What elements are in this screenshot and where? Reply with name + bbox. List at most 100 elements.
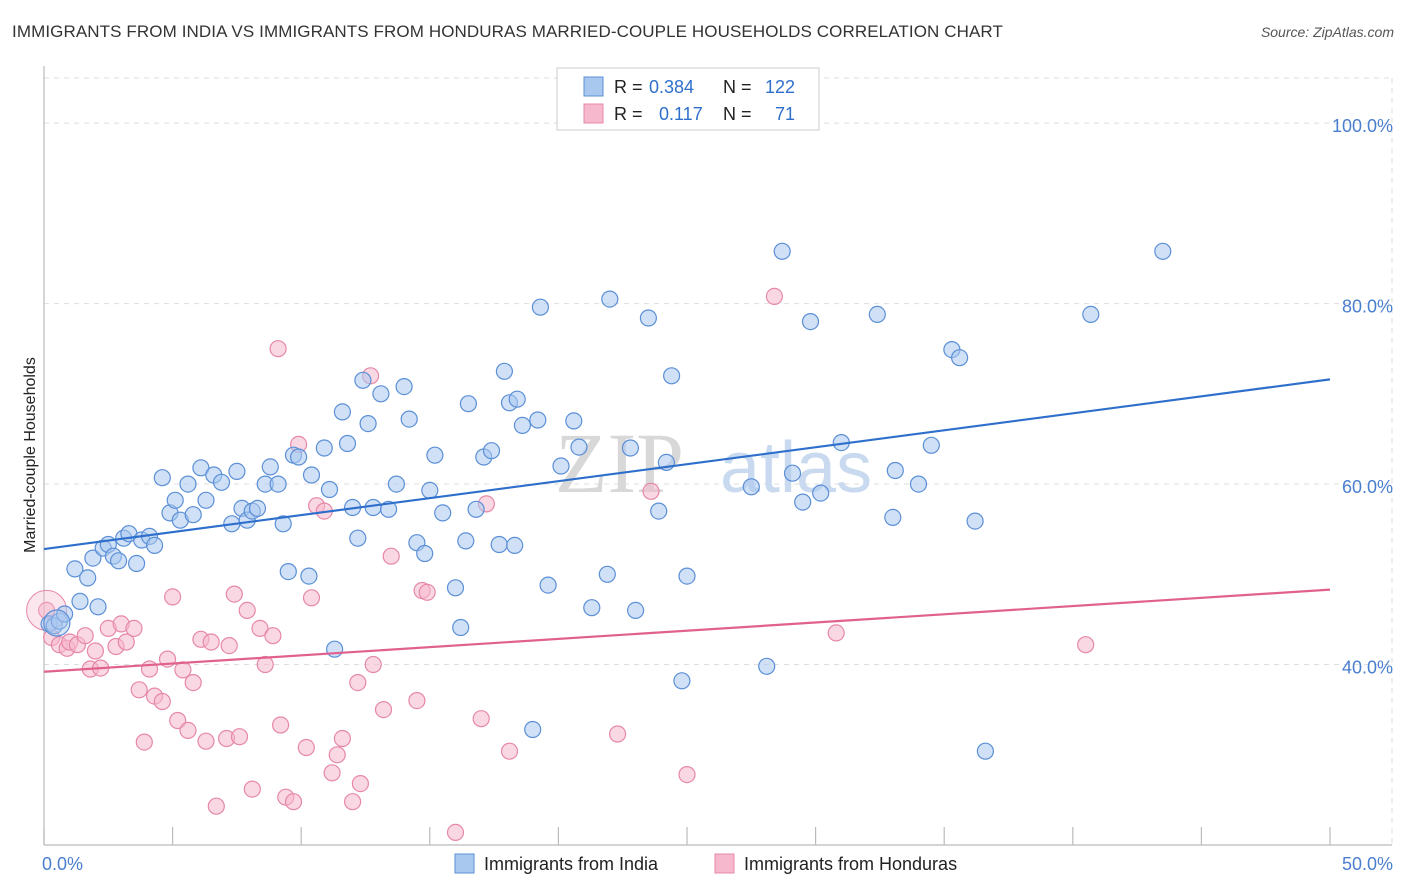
india-point: [812, 484, 830, 502]
india-point: [976, 742, 995, 760]
india-point: [783, 464, 802, 482]
grid-lines: [44, 77, 1393, 845]
india-point: [400, 410, 418, 428]
india-point: [459, 395, 477, 413]
india-point: [531, 298, 550, 316]
india-point: [758, 657, 776, 675]
honduras-point: [140, 660, 159, 678]
india-point: [364, 498, 382, 517]
india-point: [909, 475, 928, 493]
honduras-point: [608, 725, 627, 743]
india-point: [380, 500, 398, 518]
honduras-trend-line: [43, 588, 1331, 673]
india-point: [192, 459, 210, 477]
india-point: [146, 536, 164, 555]
honduras-point: [269, 340, 287, 358]
india-point: [359, 415, 377, 433]
india-point: [269, 475, 287, 493]
india-point: [395, 378, 413, 396]
india-point: [884, 508, 902, 527]
india-point: [966, 512, 984, 530]
india-point: [565, 412, 583, 430]
india-point: [467, 500, 485, 518]
bottom-honduras-label: Immigrants from Honduras: [744, 854, 957, 874]
india-r-label: R =: [614, 77, 643, 97]
india-point: [66, 560, 84, 578]
india-point: [868, 305, 886, 323]
tick-labels: 40.0% 60.0% 80.0% 100.0% 0.0% 50.0%: [42, 116, 1393, 874]
honduras-point: [220, 636, 238, 655]
honduras-point: [446, 823, 465, 842]
india-point: [583, 599, 601, 617]
source-credit: Source: ZipAtlas.com: [1260, 24, 1394, 40]
india-n-label: N =: [723, 77, 752, 97]
india-point: [290, 448, 308, 466]
honduras-point: [827, 624, 845, 642]
honduras-point: [1077, 636, 1095, 654]
honduras-point: [230, 728, 249, 746]
india-point: [490, 535, 508, 554]
india-point: [529, 411, 547, 429]
honduras-swatch: [583, 103, 604, 124]
x-tick-label: 0.0%: [42, 854, 83, 874]
india-point: [570, 438, 588, 456]
honduras-point: [197, 732, 215, 750]
india-point: [372, 385, 390, 403]
india-point: [794, 493, 812, 511]
india-point: [320, 480, 339, 499]
india-point: [43, 609, 71, 637]
honduras-point: [169, 711, 187, 730]
honduras-r-value: 0.117: [659, 104, 703, 124]
y-tick-label: 100.0%: [1332, 116, 1393, 136]
honduras-point: [130, 681, 148, 699]
honduras-point: [418, 583, 436, 601]
india-point: [598, 565, 616, 583]
india-point: [184, 506, 202, 524]
honduras-point: [323, 764, 341, 782]
india-point: [621, 439, 640, 457]
india-point: [261, 458, 279, 476]
y-tick-label: 80.0%: [1342, 297, 1393, 317]
india-point: [89, 598, 107, 616]
india-trend-line: [43, 378, 1331, 551]
india-n-value: 122: [765, 77, 795, 97]
india-point: [539, 576, 557, 594]
india-point: [416, 544, 434, 563]
india-point: [79, 569, 97, 587]
honduras-point: [297, 738, 315, 757]
india-point: [513, 416, 532, 434]
india-point: [166, 491, 184, 509]
honduras-point: [207, 797, 225, 815]
india-point: [179, 475, 197, 493]
chart-title: IMMIGRANTS FROM INDIA VS IMMIGRANTS FROM…: [12, 22, 1003, 41]
india-point: [338, 434, 357, 453]
y-tick-label: 60.0%: [1342, 477, 1393, 497]
honduras-point: [472, 710, 490, 728]
india-point: [349, 529, 367, 547]
honduras-n-value: 71: [775, 104, 795, 124]
axes: [43, 66, 1392, 846]
india-r-value: 0.384: [649, 77, 694, 97]
india-point: [421, 481, 439, 499]
honduras-point: [678, 765, 696, 784]
india-point: [801, 313, 820, 331]
honduras-point: [135, 733, 153, 751]
india-point: [279, 562, 297, 581]
honduras-point: [642, 482, 660, 500]
india-point: [248, 499, 267, 517]
india-point: [482, 442, 501, 460]
india-point: [626, 601, 645, 620]
honduras-point: [344, 793, 362, 811]
honduras-point: [351, 774, 369, 793]
honduras-point: [284, 793, 303, 811]
india-point: [212, 473, 231, 491]
honduras-point: [184, 673, 202, 692]
india-point: [457, 532, 475, 550]
honduras-point: [264, 627, 282, 645]
india-point: [228, 462, 246, 480]
india-point: [678, 567, 696, 585]
india-point: [524, 720, 542, 739]
india-point: [1082, 305, 1100, 323]
trend-lines: [43, 378, 1331, 673]
honduras-n-label: N =: [723, 104, 752, 124]
